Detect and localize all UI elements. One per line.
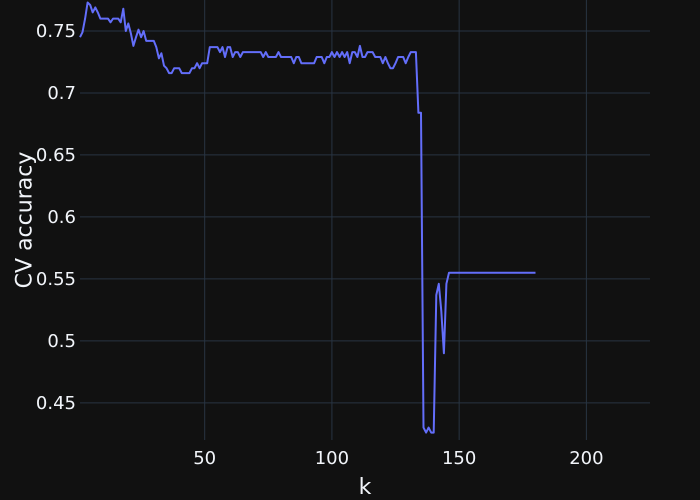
y-axis-title: CV accuracy [13,152,38,289]
series-line [79,1,536,434]
y-tick-label: 0.45 [36,393,76,414]
x-tick-labels: 50 100 150 200 [193,448,603,469]
grid [80,0,650,440]
x-axis-title: k [359,475,372,500]
x-tick-label: 150 [442,448,476,469]
series-layer [79,1,536,434]
x-tick-label: 100 [315,448,349,469]
x-tick-label: 50 [193,448,216,469]
plot-area [80,0,650,440]
y-tick-label: 0.7 [47,83,76,104]
y-tick-labels: 0.45 0.5 0.55 0.6 0.65 0.7 0.75 [36,21,76,414]
y-tick-label: 0.55 [36,269,76,290]
x-tick-label: 200 [569,448,603,469]
y-tick-label: 0.5 [47,331,76,352]
y-tick-label: 0.65 [36,145,76,166]
y-tick-label: 0.75 [36,21,76,42]
y-tick-label: 0.6 [47,207,76,228]
